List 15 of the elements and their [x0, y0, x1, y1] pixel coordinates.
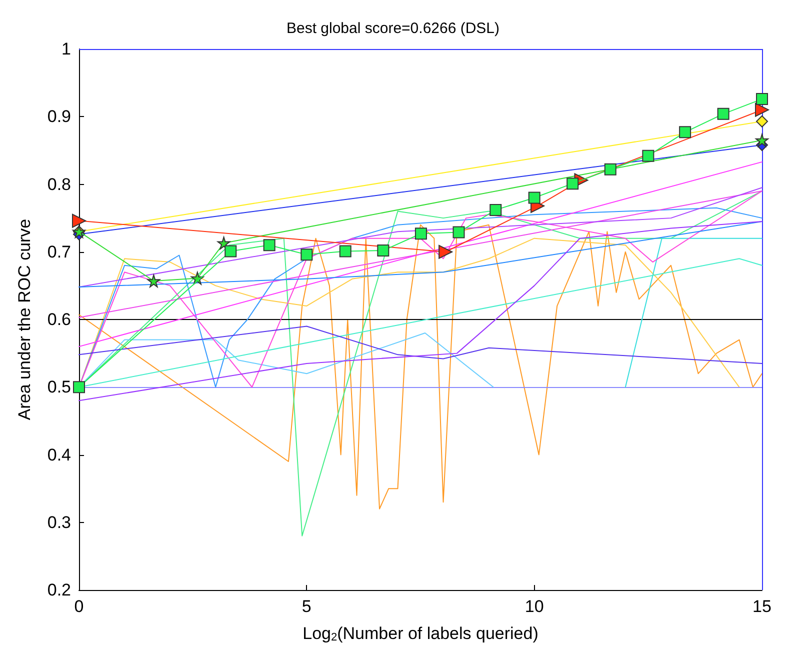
chart-title: Best global score=0.6266 (DSL) [286, 20, 500, 37]
y-axis-title: Area under the ROC curve [15, 218, 34, 420]
y-tick-label: 0.8 [47, 174, 71, 194]
y-tick-label: 0.6 [47, 310, 71, 329]
y-tick-label: 0.9 [47, 107, 71, 126]
y-tick-label: 0.4 [47, 445, 71, 464]
x-tick-label: 0 [74, 597, 84, 616]
x-tick-label: 5 [302, 597, 312, 616]
x-tick-label: 10 [524, 597, 544, 616]
x-tick-label: 15 [752, 597, 772, 616]
y-tick-label: 1 [62, 40, 71, 58]
y-tick-label: 0.3 [47, 512, 71, 532]
y-tick-label: 0.5 [47, 378, 71, 397]
y-tick-label: 0.7 [47, 242, 71, 262]
y-tick-label: 0.2 [47, 580, 71, 600]
